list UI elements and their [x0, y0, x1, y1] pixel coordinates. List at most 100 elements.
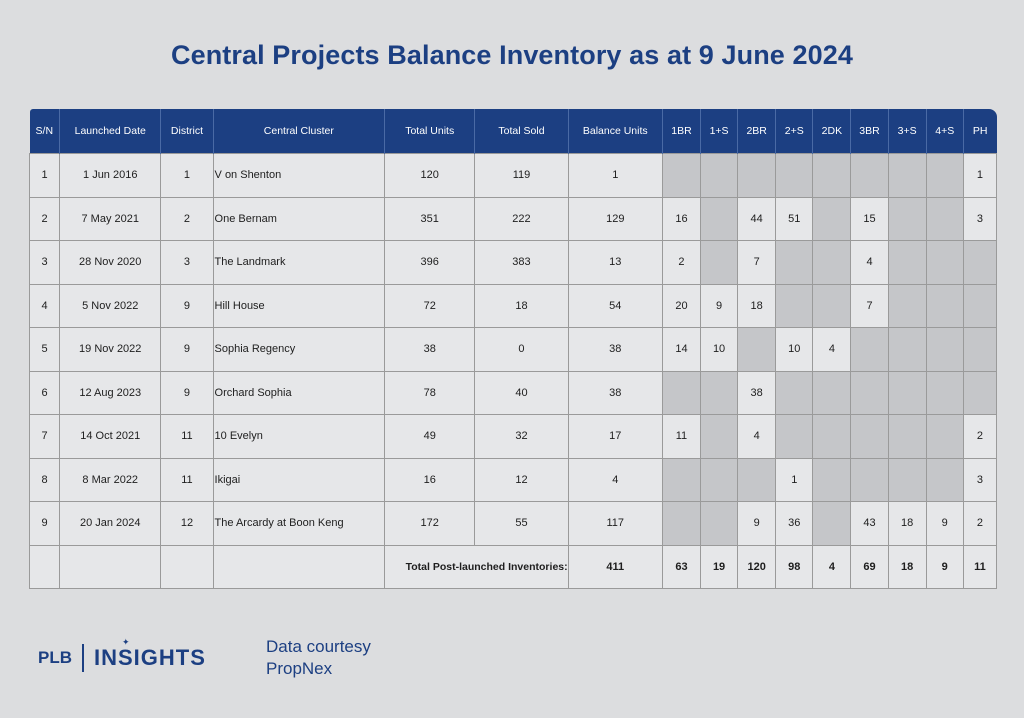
- column-header: Total Sold: [474, 109, 569, 154]
- cell-unit-type: 16: [661, 196, 702, 241]
- cell-unit-type: [700, 240, 739, 285]
- cell-unit-type: 10: [700, 327, 739, 372]
- cell-sn: 7: [28, 414, 61, 459]
- cell-unit-type: [925, 414, 964, 459]
- column-header: 1+S: [700, 109, 739, 154]
- cell-unit-type: 4: [850, 240, 889, 285]
- cell-total-sold: 18: [474, 283, 569, 328]
- cell-launched-date: 1 Jun 2016: [59, 153, 162, 198]
- cell-unit-type: [700, 153, 739, 198]
- cell-unit-type: [962, 283, 998, 328]
- cell-unit-type: [850, 370, 889, 415]
- cell-district: 11: [160, 414, 214, 459]
- cell-unit-type: [661, 153, 702, 198]
- cell-total-sold: 32: [474, 414, 569, 459]
- table-row: 6 12 Aug 2023 9 Orchard Sophia 78 40 38 38: [28, 370, 998, 415]
- courtesy-label: Data courtesy: [266, 637, 371, 656]
- totals-unit-type: 9: [925, 544, 964, 589]
- brand-right: INSIGHTS ✦: [94, 637, 206, 671]
- lightbulb-icon: ✦: [122, 637, 131, 647]
- column-header: Central Cluster: [213, 109, 386, 154]
- cell-launched-date: 28 Nov 2020: [59, 240, 162, 285]
- cell-unit-type: [925, 283, 964, 328]
- cell-total-units: 351: [384, 196, 476, 241]
- column-header: Balance Units: [568, 109, 663, 154]
- cell-unit-type: [850, 457, 889, 502]
- totals-unit-type: 11: [962, 544, 998, 589]
- cell-sn: 4: [28, 283, 61, 328]
- totals-unit-type: 19: [700, 544, 739, 589]
- cell-total-sold: 12: [474, 457, 569, 502]
- column-header: 3BR: [850, 109, 889, 154]
- cell-project: 10 Evelyn: [212, 414, 386, 459]
- totals-unit-type: 98: [775, 544, 814, 589]
- cell-unit-type: [887, 457, 927, 502]
- cell-district: 11: [160, 457, 214, 502]
- cell-launched-date: 20 Jan 2024: [59, 501, 162, 546]
- cell-balance-units: 38: [567, 327, 663, 372]
- cell-project: Hill House: [212, 283, 386, 328]
- cell-unit-type: 4: [737, 414, 777, 459]
- cell-total-sold: 119: [474, 153, 569, 198]
- cell-unit-type: [850, 327, 889, 372]
- table-row: 7 14 Oct 2021 11 10 Evelyn 49 32 17 11 4 2: [28, 414, 998, 459]
- cell-total-sold: 55: [474, 501, 569, 546]
- cell-unit-type: 3: [962, 196, 998, 241]
- cell-unit-type: [887, 327, 927, 372]
- cell-unit-type: [962, 240, 998, 285]
- cell-unit-type: 4: [812, 327, 852, 372]
- totals-unit-type: 120: [737, 544, 777, 589]
- column-header: S/N: [29, 109, 61, 154]
- column-header: 3+S: [888, 109, 927, 154]
- cell-unit-type: [850, 153, 889, 198]
- cell-unit-type: 44: [737, 196, 777, 241]
- cell-unit-type: [775, 370, 814, 415]
- cell-unit-type: [812, 283, 852, 328]
- table-row: 9 20 Jan 2024 12 The Arcardy at Boon Keng 17…: [28, 501, 998, 546]
- cell-unit-type: 51: [775, 196, 814, 241]
- column-header: 2BR: [737, 109, 777, 154]
- cell-unit-type: [775, 153, 814, 198]
- cell-unit-type: [737, 327, 777, 372]
- cell-unit-type: [661, 501, 702, 546]
- cell-unit-type: [661, 370, 702, 415]
- totals-label: Total Post-launched Inventories:: [384, 544, 569, 589]
- cell-district: 3: [160, 240, 214, 285]
- cell-sn: 6: [28, 370, 61, 415]
- cell-balance-units: 4: [567, 457, 663, 502]
- cell-balance-units: 13: [567, 240, 663, 285]
- cell-unit-type: [962, 370, 998, 415]
- column-header: Total Units: [384, 109, 476, 154]
- cell-unit-type: [775, 283, 814, 328]
- cell-district: 9: [160, 283, 214, 328]
- cell-unit-type: 1: [775, 457, 814, 502]
- cell-unit-type: [737, 457, 777, 502]
- cell-launched-date: 12 Aug 2023: [59, 370, 162, 415]
- cell-unit-type: 2: [962, 414, 998, 459]
- table-header-row: S/N Launched Date District Central Clust…: [29, 109, 997, 154]
- cell-balance-units: 38: [567, 370, 663, 415]
- cell-empty: [28, 544, 61, 589]
- plb-insights-logo: PLB INSIGHTS ✦: [38, 637, 206, 674]
- cell-total-units: 38: [384, 327, 476, 372]
- totals-unit-type: 4: [812, 544, 852, 589]
- cell-sn: 8: [28, 457, 61, 502]
- cell-project: V on Shenton: [212, 153, 386, 198]
- cell-unit-type: 9: [925, 501, 964, 546]
- cell-unit-type: [887, 370, 927, 415]
- cell-unit-type: [812, 153, 852, 198]
- cell-balance-units: 129: [567, 196, 663, 241]
- cell-total-sold: 0: [474, 327, 569, 372]
- cell-total-units: 16: [384, 457, 476, 502]
- cell-unit-type: 7: [850, 283, 889, 328]
- cell-unit-type: [812, 501, 852, 546]
- cell-sn: 3: [28, 240, 61, 285]
- cell-total-units: 78: [384, 370, 476, 415]
- cell-balance-units: 54: [567, 283, 663, 328]
- cell-unit-type: 9: [737, 501, 777, 546]
- cell-unit-type: [775, 240, 814, 285]
- cell-total-units: 172: [384, 501, 476, 546]
